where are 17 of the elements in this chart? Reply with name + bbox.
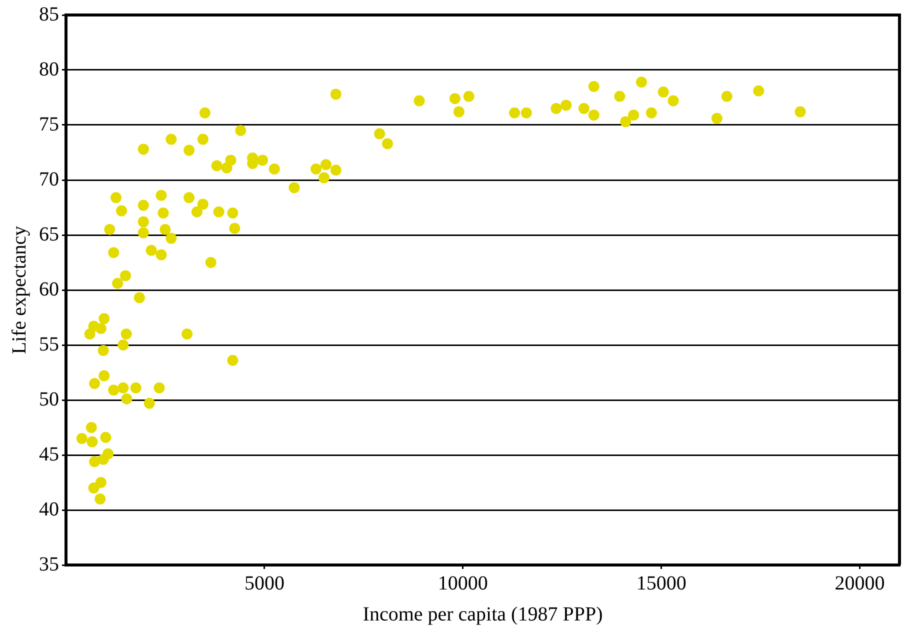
x-tick-label: 20000 — [834, 572, 885, 594]
y-tick-label: 40 — [39, 498, 59, 520]
y-tick-label: 60 — [39, 278, 59, 300]
x-tick-label: 10000 — [438, 572, 488, 594]
x-axis-title: Income per capita (1987 PPP) — [362, 603, 603, 626]
y-tick-label: 35 — [39, 553, 59, 576]
x-tick-label: 15000 — [636, 572, 686, 594]
y-tick-label: 75 — [39, 113, 59, 136]
y-tick-label: 45 — [39, 443, 59, 466]
y-tick-label: 50 — [39, 388, 59, 410]
y-tick-label: 65 — [39, 223, 59, 246]
y-tick-label: 55 — [39, 333, 59, 356]
y-tick-label: 80 — [39, 58, 59, 80]
y-axis-title: Life expectancy — [8, 226, 30, 354]
y-tick-label: 85 — [39, 3, 59, 26]
x-tick-label: 5000 — [244, 572, 284, 594]
y-tick-label: 70 — [39, 168, 59, 190]
